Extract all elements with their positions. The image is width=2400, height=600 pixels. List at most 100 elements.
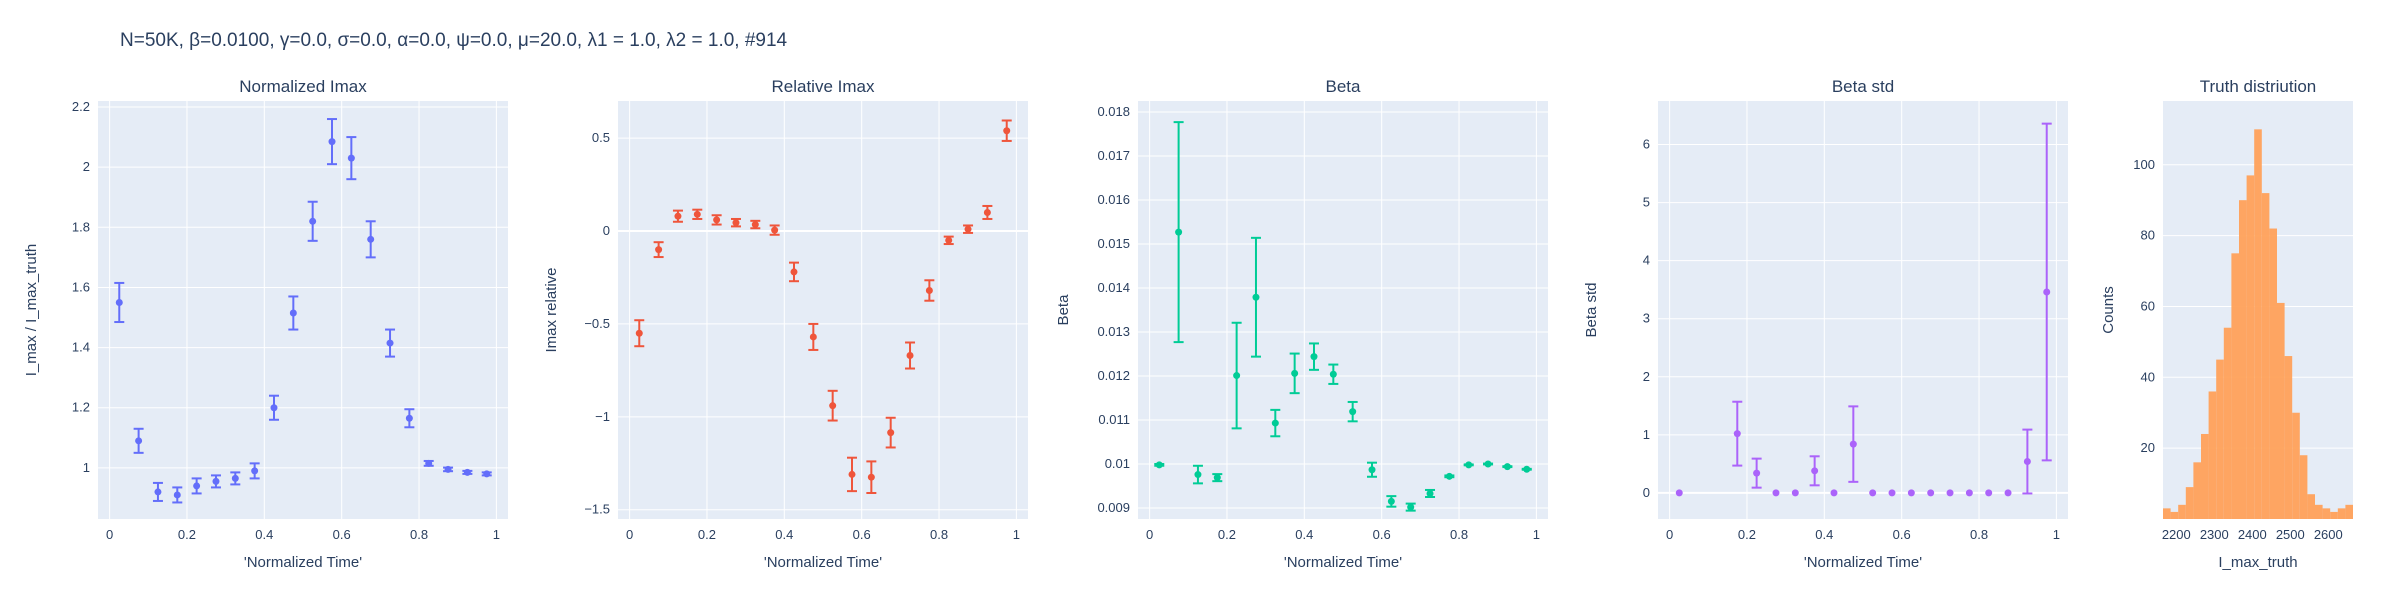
x-axis-label: 'Normalized Time' [1804,554,1922,571]
y-tick-label: 0.01 [1105,456,1130,471]
data-point [769,224,780,236]
subplot-3: 0.009 0.01 0.011 0.012 0.013 0.014 0.015 0.016 0… [1055,77,1548,571]
marker [1523,465,1531,473]
x-tick-label: 0.4 [775,527,793,542]
data-point [943,235,954,246]
marker [173,491,181,499]
x-tick-label: 1 [2053,527,2060,542]
marker [367,235,375,243]
marker [1387,497,1395,505]
y-tick-label: 5 [1643,195,1650,210]
marker [693,210,701,218]
y-tick-label: 0.5 [592,130,610,145]
marker [347,154,355,162]
data-point [1212,473,1223,483]
marker [1329,370,1337,378]
data-point [1888,489,1896,497]
histogram-bar [2170,511,2179,519]
x-axis-label: 'Normalized Time' [244,554,362,571]
y-tick-label: 1.6 [72,279,90,294]
y-tick-label: 1.4 [72,340,90,355]
y-tick-label: 0.016 [1097,192,1130,207]
plot-background [1138,101,1548,519]
data-point [133,427,144,454]
plot-background [618,101,1028,519]
y-tick-label: 20 [2141,440,2155,455]
data-point [423,459,434,467]
x-tick-label: 1 [493,527,500,542]
data-point [114,281,125,324]
data-point [1386,495,1397,508]
marker [2004,489,2012,497]
subplot-title: Relative Imax [772,77,875,96]
x-tick-label: 0.2 [698,527,716,542]
y-tick-label: 0.012 [1097,368,1130,383]
marker [1271,419,1279,427]
histogram-bar [2193,462,2201,519]
marker [1368,466,1376,474]
x-tick-label: 2600 [2314,527,2343,542]
marker [983,208,991,216]
data-point [827,389,838,422]
marker [328,138,336,146]
y-tick-label: 2 [1643,369,1650,384]
x-tick-label: 0.8 [1450,527,1468,542]
data-point [1367,461,1378,478]
y-tick-label: −1.5 [584,502,610,517]
data-point [1173,121,1184,344]
data-point [808,322,819,351]
marker [483,470,491,478]
y-tick-label: 0 [603,223,610,238]
histogram-bar [2223,327,2232,519]
y-tick-label: 0.018 [1097,104,1130,119]
x-tick-label: 0 [626,527,633,542]
marker [1907,489,1915,497]
histogram-bar [2178,504,2186,519]
data-point [1732,400,1743,467]
marker [906,352,914,360]
data-point [1927,489,1935,497]
data-point [885,416,896,449]
data-point [1289,352,1300,395]
y-tick-label: 2 [83,159,90,174]
data-point [1830,489,1838,497]
x-tick-label: 0.2 [1738,527,1756,542]
marker [732,219,740,227]
marker [444,465,452,473]
histogram-bar [2330,511,2338,519]
marker [713,216,721,224]
plot-background [98,101,508,519]
histogram-bar [2315,504,2323,519]
marker [1213,474,1221,482]
y-tick-label: 100 [2133,157,2155,172]
histogram-bar [2337,508,2346,519]
data-point [1791,489,1799,497]
marker [674,212,682,220]
subplot-title: Truth distriution [2200,77,2317,96]
x-tick-label: 0 [106,527,113,542]
data-point [385,328,396,358]
marker [848,470,856,478]
marker [289,309,297,317]
marker [1927,489,1935,497]
y-tick-label: 1 [1643,427,1650,442]
x-tick-label: 2200 [2162,527,2191,542]
y-axis-label: Counts [2100,286,2117,334]
marker [1946,489,1954,497]
y-tick-label: 1.2 [72,400,90,415]
y-tick-label: 0.014 [1097,280,1130,295]
y-tick-label: 0.011 [1098,412,1130,427]
data-point [866,460,877,494]
marker [1426,489,1434,497]
marker [135,437,143,445]
histogram-bar [2345,504,2353,519]
histogram-bar [2284,356,2293,519]
y-tick-label: 0.015 [1097,236,1130,251]
data-point [1270,408,1281,438]
marker [655,246,663,254]
marker [925,286,933,294]
data-point [1444,472,1455,480]
data-point [847,456,858,493]
data-point [1946,489,1954,497]
histogram-bar [2163,508,2171,519]
